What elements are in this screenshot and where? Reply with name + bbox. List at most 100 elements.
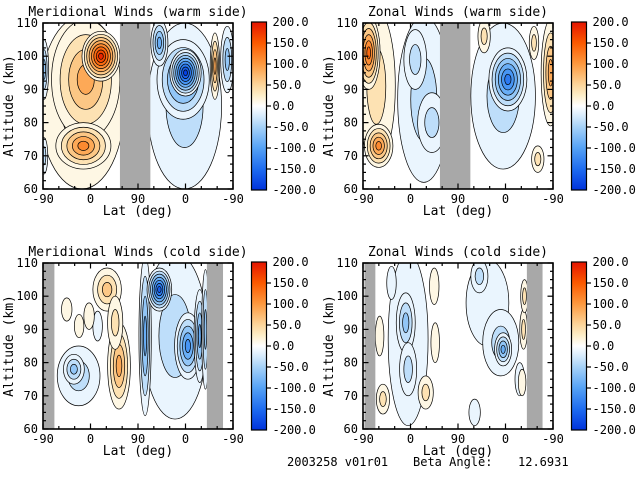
colorbar-label: 0.0 [593,99,615,113]
contour [73,314,85,339]
colorbar-label: -100.0 [593,381,636,395]
contour [70,363,78,375]
x-axis-label: Lat (deg) [102,444,174,459]
y-tick-label: 80 [24,116,38,130]
contour [366,46,371,60]
contour [402,312,410,334]
contour [534,152,542,167]
x-tick-label: 90 [451,192,465,206]
contour [424,107,440,138]
missing-data-band [439,23,471,189]
y-tick-label: 80 [344,356,358,370]
x-tick-label: 0 [87,192,94,206]
colorbar-label: 0.0 [593,339,615,353]
colorbar-label: 200.0 [273,255,309,269]
colorbar-label: 100.0 [593,57,629,71]
contour-field [43,263,224,429]
contour [156,36,162,50]
x-tick-label: -90 [352,432,374,446]
colorbar-label: -150.0 [273,402,316,416]
x-tick-label: -90 [222,432,244,446]
colorbar-label: 50.0 [273,318,302,332]
colorbar-label: 150.0 [593,36,629,50]
colorbar-label: 100.0 [593,297,629,311]
colorbar-label: 200.0 [273,15,309,29]
x-tick-label: 0 [407,192,414,206]
contour [98,52,104,60]
y-tick-label: 100 [336,49,358,63]
panel-title: Zonal Winds (cold side) [367,245,548,260]
colorbar-label: 0.0 [273,339,295,353]
contour [203,309,208,350]
contour-field [43,23,233,189]
colorbar: 200.0 150.0 100.0 50.0 0.0 -50.0 -100.0 -150.0 -… [570,15,636,197]
colorbar-label: -200.0 [593,423,636,437]
contour [115,354,123,378]
contour [213,57,217,75]
y-tick-label: 70 [344,149,358,163]
y-tick-label: 90 [344,82,358,96]
x-tick-label: 0 [182,432,189,446]
colorbar-label: 100.0 [273,297,309,311]
colorbar-label: 150.0 [273,276,309,290]
contour [429,267,440,305]
y-tick-label: 110 [16,256,38,270]
y-tick-label: 100 [336,289,358,303]
contour [517,368,527,397]
colorbar-gradient [570,21,588,191]
y-tick-label: 60 [24,422,38,436]
y-tick-label: 70 [24,149,38,163]
contour [77,140,90,151]
y-tick-label: 70 [24,389,38,403]
y-tick-label: 100 [16,49,38,63]
x-tick-label: -90 [352,192,374,206]
x-tick-label: -90 [542,432,564,446]
contour [409,44,422,75]
colorbar-label: 50.0 [593,78,622,92]
colorbar-label: -100.0 [273,141,316,155]
panel-title: Meridional Winds (cold side) [28,245,248,260]
panel-meridional-warm: Meridional Winds (warm side) Altitude (k… [0,0,320,240]
contour [61,297,73,322]
x-tick-label: 0 [87,432,94,446]
axes [362,22,554,190]
y-tick-label: 90 [24,322,38,336]
colorbar-label: -50.0 [593,360,629,374]
y-tick-label: 70 [344,389,358,403]
contour [521,319,526,340]
panel-title: Zonal Winds (warm side) [367,5,548,20]
colorbar-label: 150.0 [273,36,309,50]
contour [111,309,120,337]
contour [143,315,148,357]
panel-zonal-cold: Zonal Winds (cold side) Altitude (km) La… [320,240,640,480]
footer-dataset-id: 2003258 v01r01 [287,455,389,469]
colorbar: 200.0 150.0 100.0 50.0 0.0 -50.0 -100.0 -150.0 -… [250,255,316,437]
colorbar-label: 150.0 [593,276,629,290]
y-tick-label: 60 [344,422,358,436]
colorbar-gradient [250,21,268,191]
y-tick-label: 110 [16,16,38,30]
y-tick-label: 80 [24,356,38,370]
x-tick-label: -90 [32,432,54,446]
axes [42,22,234,190]
contour [386,265,397,300]
contour [468,398,481,427]
contour [375,141,382,151]
missing-data-band [364,263,376,429]
x-tick-label: 90 [131,432,145,446]
contour [504,73,512,86]
colorbar-label: -200.0 [593,183,636,197]
panel-meridional-cold: Meridional Winds (cold side) Altitude (k… [0,240,320,480]
colorbar-label: -200.0 [273,183,316,197]
y-tick-label: 60 [24,182,38,196]
contour [184,339,191,353]
contour-field [364,263,543,429]
footer-beta-angle-value: 12.6931 [518,455,569,469]
